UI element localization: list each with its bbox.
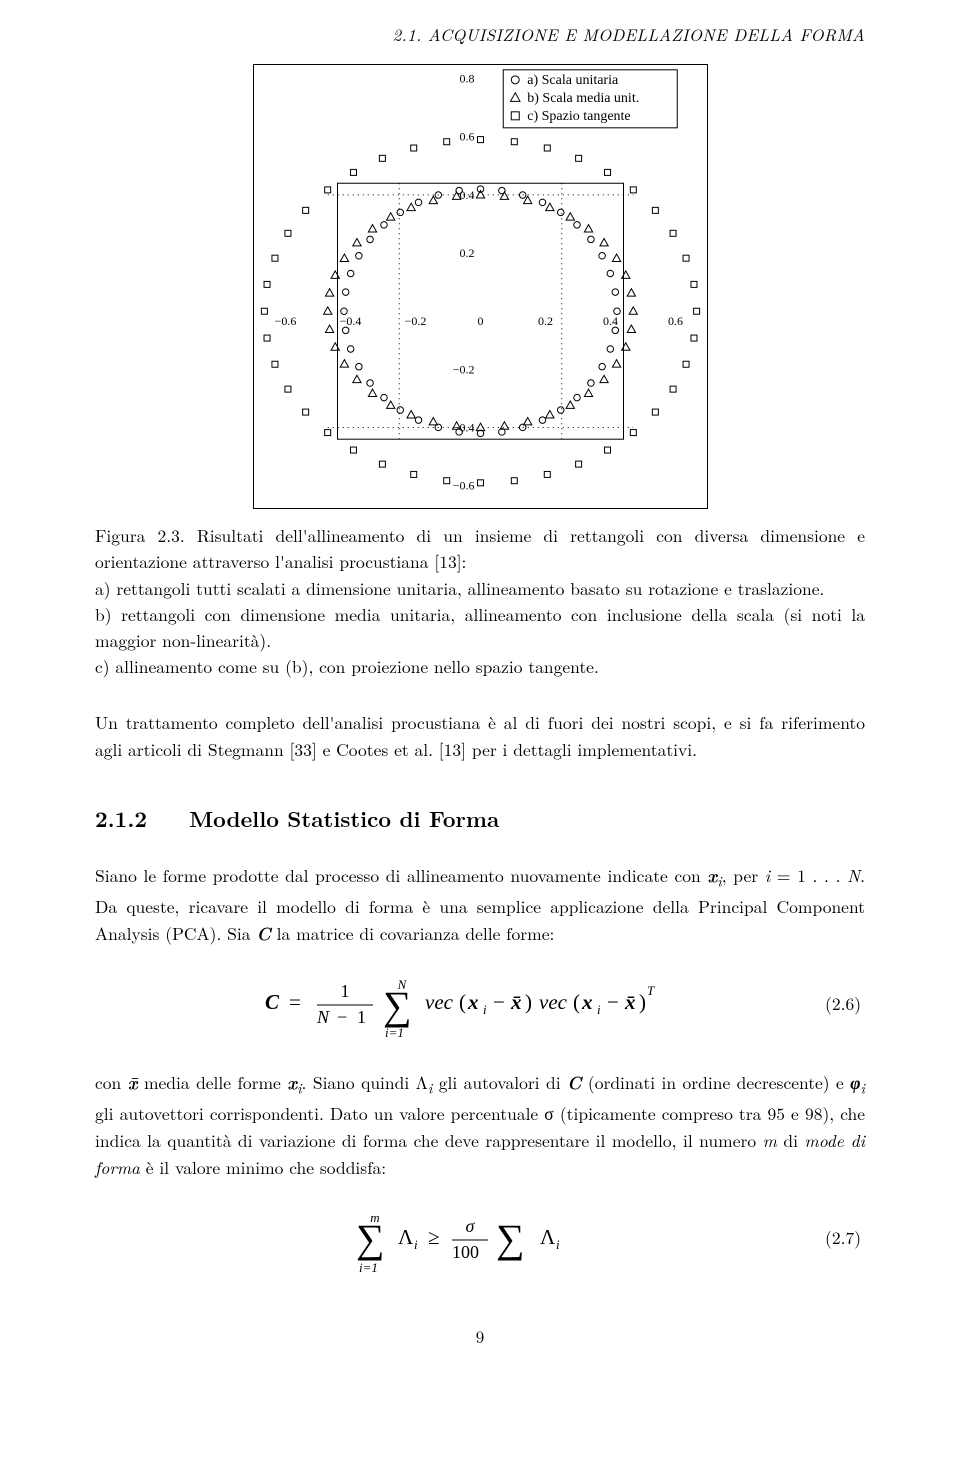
svg-text:Λ: Λ bbox=[398, 1225, 414, 1249]
svg-text:N: N bbox=[316, 1007, 330, 1027]
svg-text:−: − bbox=[493, 990, 505, 1014]
svg-text:−0.2: −0.2 bbox=[452, 362, 474, 376]
svg-text:vec: vec bbox=[539, 990, 568, 1014]
svg-text:0.6: 0.6 bbox=[459, 130, 474, 144]
svg-text:i: i bbox=[597, 1002, 601, 1017]
svg-text:∑: ∑ bbox=[383, 983, 412, 1028]
chart-svg: −0.6−0.4−0.200.20.40.6−0.6−0.4−0.20.20.4… bbox=[253, 64, 708, 509]
svg-text:1: 1 bbox=[341, 981, 350, 1001]
figure-caption: Figura 2.3. Risultati dell'allineamento … bbox=[95, 523, 865, 681]
svg-text:x: x bbox=[467, 990, 479, 1014]
equation-2-6-row: C = 1 N − 1 N ∑ i=1 vec ( x i − x̄ ) vec… bbox=[95, 965, 865, 1041]
p3f: gli autovettori corrispondenti. Dato un … bbox=[95, 1101, 865, 1153]
eq-number-2-6: (2.6) bbox=[685, 991, 865, 1016]
p3b: media delle forme bbox=[138, 1070, 288, 1095]
svg-text:−0.6: −0.6 bbox=[274, 314, 296, 328]
svg-text:c) Spazio tangente: c) Spazio tangente bbox=[527, 109, 630, 124]
svg-text:0.4: 0.4 bbox=[603, 314, 618, 328]
svg-text:x: x bbox=[581, 990, 593, 1014]
svg-text:Λ: Λ bbox=[540, 1225, 556, 1249]
svg-text:0: 0 bbox=[477, 314, 483, 328]
p3a: con bbox=[95, 1070, 128, 1095]
p2-mid1: , per bbox=[722, 863, 765, 888]
paragraph-3: con x̄ media delle forme xi. Siano quind… bbox=[95, 1069, 865, 1181]
svg-text:−0.2: −0.2 bbox=[404, 314, 426, 328]
running-head: 2.1. ACQUISIZIONE E MODELLAZIONE DELLA F… bbox=[95, 0, 865, 46]
eq-number-2-7: (2.7) bbox=[600, 1225, 865, 1250]
svg-text:i: i bbox=[556, 1237, 560, 1252]
procrustes-chart: −0.6−0.4−0.200.20.40.6−0.6−0.4−0.20.20.4… bbox=[253, 64, 708, 509]
svg-text:i: i bbox=[483, 1002, 487, 1017]
svg-text:≥: ≥ bbox=[428, 1225, 440, 1249]
svg-text:(: ( bbox=[459, 990, 466, 1014]
paragraph-2: Siano le forme prodotte dal processo di … bbox=[95, 862, 865, 947]
svg-text:a) Scala unitaria: a) Scala unitaria bbox=[527, 73, 619, 88]
svg-text:x̄: x̄ bbox=[624, 990, 636, 1014]
svg-text:b) Scala media unit.: b) Scala media unit. bbox=[527, 91, 639, 106]
svg-text:T: T bbox=[647, 983, 655, 998]
equation-2-7: m ∑ i=1 Λ i ≥ σ 100 ∑ Λ i bbox=[350, 1200, 600, 1276]
svg-text:(: ( bbox=[573, 990, 580, 1014]
figure-label: Figura 2.3. bbox=[95, 523, 185, 548]
svg-text:−0.4: −0.4 bbox=[339, 314, 361, 328]
p2-pre: Siano le forme prodotte dal processo di … bbox=[95, 863, 707, 888]
equation-2-7-row: m ∑ i=1 Λ i ≥ σ 100 ∑ Λ i (2.7) bbox=[95, 1200, 865, 1276]
svg-text:C: C bbox=[265, 990, 280, 1014]
svg-text:i: i bbox=[414, 1237, 418, 1252]
svg-text:1: 1 bbox=[357, 1007, 366, 1027]
svg-text:0.2: 0.2 bbox=[538, 314, 553, 328]
svg-text:−: − bbox=[607, 990, 619, 1014]
p2-post: la matrice di covarianza delle forme: bbox=[271, 921, 555, 946]
svg-text:−0.6: −0.6 bbox=[452, 479, 474, 493]
svg-text:∑: ∑ bbox=[356, 1216, 385, 1261]
svg-text:i=1: i=1 bbox=[359, 1260, 378, 1275]
subsection-number: 2.1.2 bbox=[95, 803, 147, 834]
svg-text:∑: ∑ bbox=[496, 1216, 525, 1261]
subsection-heading: 2.1.2 Modello Statistico di Forma bbox=[95, 803, 865, 834]
svg-text:=: = bbox=[289, 990, 301, 1014]
svg-text:vec: vec bbox=[425, 990, 454, 1014]
svg-text:): ) bbox=[525, 990, 532, 1014]
subsection-title: Modello Statistico di Forma bbox=[189, 803, 499, 834]
p3c: . Siano quindi Λ bbox=[302, 1070, 428, 1095]
svg-text:): ) bbox=[639, 990, 646, 1014]
figure-wrap: −0.6−0.4−0.200.20.40.6−0.6−0.4−0.20.20.4… bbox=[95, 64, 865, 509]
page-number: 9 bbox=[95, 1324, 865, 1348]
svg-text:0.8: 0.8 bbox=[459, 72, 474, 86]
p3g: di bbox=[777, 1128, 805, 1153]
svg-text:−: − bbox=[337, 1007, 347, 1027]
svg-text:0.6: 0.6 bbox=[668, 314, 683, 328]
p3d: gli autovalori di bbox=[432, 1070, 567, 1095]
paragraph-1: Un trattamento completo dell'analisi pro… bbox=[95, 709, 865, 763]
svg-text:i=1: i=1 bbox=[385, 1025, 404, 1040]
equation-2-6: C = 1 N − 1 N ∑ i=1 vec ( x i − x̄ ) vec… bbox=[265, 965, 685, 1041]
p3i: è il valore minimo che soddisfa: bbox=[140, 1155, 386, 1180]
p3e: (ordinati in ordine decrescente) e bbox=[581, 1070, 850, 1095]
svg-text:σ: σ bbox=[466, 1216, 476, 1236]
svg-text:100: 100 bbox=[452, 1242, 479, 1262]
svg-text:x̄: x̄ bbox=[510, 990, 522, 1014]
svg-text:0.2: 0.2 bbox=[459, 246, 474, 260]
svg-text:0.4: 0.4 bbox=[459, 188, 474, 202]
